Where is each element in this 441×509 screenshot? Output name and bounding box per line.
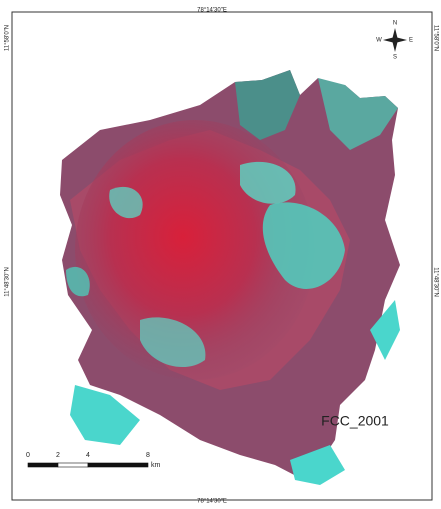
map-title: FCC_2001 bbox=[321, 413, 389, 429]
scale-segment bbox=[88, 463, 148, 467]
compass-label: S bbox=[393, 55, 397, 61]
map-figure: 78°14'30"E 78°14'30"E 11°58'0"N 11°58'0"… bbox=[0, 0, 441, 509]
scale-segment bbox=[28, 463, 58, 467]
scale-unit: km bbox=[151, 462, 161, 469]
scale-segment bbox=[58, 463, 88, 467]
longitude-label: 78°14'30"E bbox=[197, 8, 227, 14]
latitude-label: 11°58'0"N bbox=[432, 25, 438, 51]
scale-tick-label: 4 bbox=[86, 452, 90, 459]
compass-label: E bbox=[409, 38, 413, 44]
longitude-label: 78°14'30"E bbox=[197, 499, 227, 505]
latitude-label: 11°48'30"N bbox=[5, 267, 11, 297]
scale-tick-label: 8 bbox=[146, 452, 150, 459]
scale-tick-label: 0 bbox=[26, 452, 30, 459]
latitude-label: 11°58'0"N bbox=[5, 25, 11, 51]
compass-label: W bbox=[376, 38, 382, 44]
scale-tick-label: 2 bbox=[56, 452, 60, 459]
latitude-label: 11°48'30"N bbox=[432, 267, 438, 297]
compass-label: N bbox=[393, 21, 397, 27]
